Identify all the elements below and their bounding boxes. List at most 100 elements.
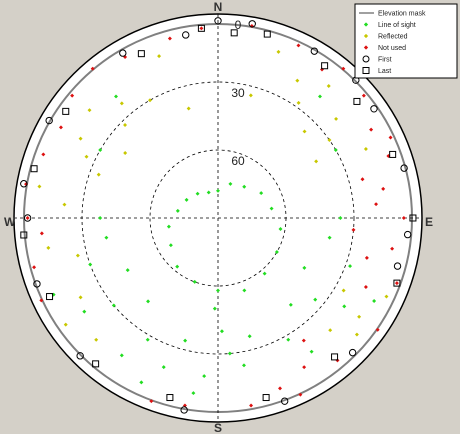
first-marker (393, 262, 402, 270)
legend-label-los: Line of sight (378, 22, 416, 29)
elevation-label-30: 30 (231, 86, 245, 100)
los-point (216, 288, 220, 293)
last-marker (197, 24, 205, 32)
last-marker (166, 394, 174, 402)
satellite-track-points (20, 17, 417, 414)
los-point (318, 94, 322, 99)
last-marker (30, 165, 38, 173)
first-marker (400, 164, 408, 172)
first-marker (33, 280, 41, 288)
first-marker (348, 348, 357, 357)
reflected-point (123, 151, 128, 155)
legend-label-reflected: Reflected (378, 34, 408, 41)
los-point (98, 148, 103, 152)
los-point (168, 243, 173, 248)
los-point (125, 268, 130, 273)
first-marker (23, 214, 32, 222)
notused-point (70, 93, 75, 98)
first-marker (280, 397, 289, 405)
last-marker (92, 360, 100, 368)
last-marker (409, 214, 417, 222)
south-label: S (214, 421, 222, 434)
los-point (175, 264, 180, 269)
los-point (327, 235, 332, 240)
first-marker (214, 17, 222, 25)
notused-point (363, 284, 368, 289)
east-label: E (425, 215, 433, 229)
notused-point (341, 66, 346, 71)
notused-point (375, 327, 380, 332)
los-point (302, 265, 307, 270)
notused-point (369, 127, 374, 132)
notused-point (249, 403, 254, 408)
reflected-point (302, 129, 307, 134)
last-marker (62, 107, 70, 115)
first-marker (248, 20, 256, 28)
notused-point (390, 246, 395, 251)
reflected-point (363, 147, 368, 152)
last-marker (389, 150, 397, 158)
first-marker (180, 406, 188, 414)
los-point (139, 380, 144, 385)
reflected-point (87, 108, 92, 113)
reflected-point (75, 253, 80, 258)
reflected-point (84, 154, 89, 159)
last-marker (263, 30, 271, 38)
los-point (111, 303, 116, 308)
los-point (191, 391, 196, 396)
los-point (161, 365, 166, 370)
los-point (175, 208, 180, 213)
elevation-label-60: 60 (231, 154, 245, 168)
first-marker (403, 230, 412, 239)
los-point (313, 297, 318, 302)
los-point (216, 188, 220, 193)
los-point (274, 250, 279, 254)
notused-point (364, 255, 369, 260)
last-marker (321, 62, 329, 70)
first-marker (119, 49, 127, 57)
reflected-point (186, 106, 191, 111)
legend-label-notused: Not used (378, 45, 406, 52)
legend-label-first: First (378, 57, 392, 64)
reflected-point (296, 100, 301, 105)
los-point (114, 94, 118, 99)
los-point (227, 351, 232, 356)
los-point (166, 224, 171, 229)
los-point (192, 279, 197, 284)
reflected-point (62, 202, 67, 207)
legend: Elevation mask Line of sight Reflected Not … (354, 3, 458, 79)
west-label: W (4, 215, 16, 229)
los-point (195, 191, 200, 196)
legend-symbol-first (362, 55, 370, 63)
last-marker (353, 97, 361, 105)
reflected-point (384, 294, 389, 299)
los-point (104, 235, 109, 240)
first-marker (310, 47, 319, 55)
legend-items: Elevation mask Line of sight Reflected Not … (359, 11, 426, 75)
reflected-point (327, 138, 332, 142)
los-point (278, 227, 283, 232)
reflected-point (119, 101, 124, 106)
reflected-point (78, 136, 83, 141)
los-point (241, 363, 246, 368)
los-point (269, 206, 274, 211)
legend-label-last: Last (378, 68, 391, 75)
reflected-point (334, 116, 339, 121)
first-marker (370, 105, 378, 113)
los-point (183, 338, 188, 343)
reflected-point (248, 93, 253, 98)
first-marker (76, 352, 84, 360)
los-point (98, 216, 103, 220)
last-marker (137, 50, 145, 58)
elevation-label-0: 0 (235, 18, 242, 32)
reflected-point (326, 84, 331, 89)
los-point (219, 329, 224, 334)
los-point (228, 181, 233, 186)
last-marker (262, 394, 270, 402)
first-marker (45, 116, 53, 125)
los-point (206, 190, 211, 195)
last-marker (46, 293, 54, 301)
north-label: N (214, 0, 223, 14)
los-point (288, 302, 293, 307)
